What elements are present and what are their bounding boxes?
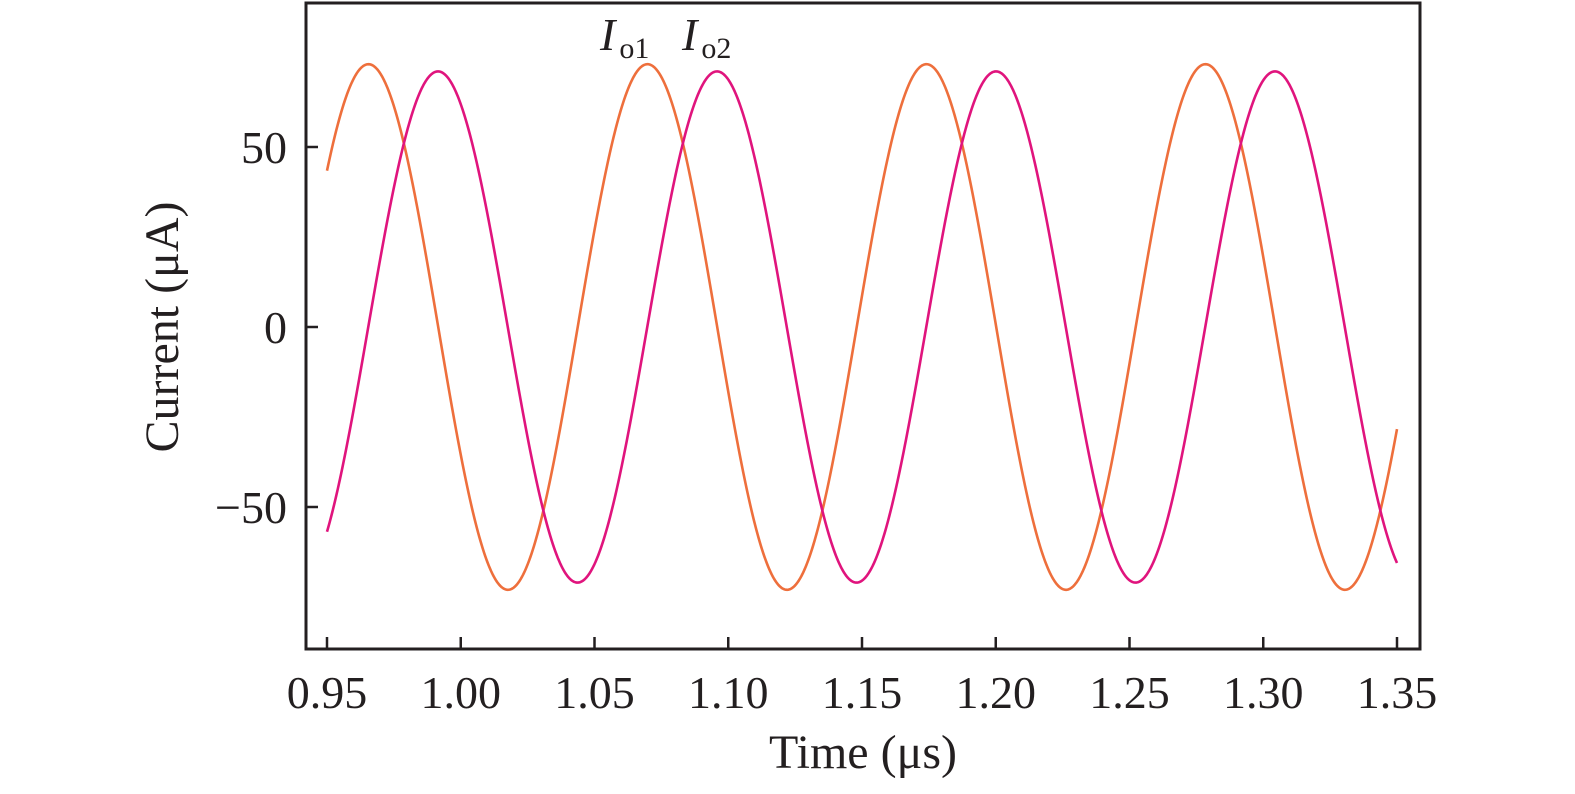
x-tick-label: 1.20 <box>956 667 1037 718</box>
x-axis-title: Time (μs) <box>769 726 957 779</box>
x-tick-label: 1.10 <box>688 667 769 718</box>
series-line-io2 <box>325 70 1399 584</box>
x-tick-label: 1.05 <box>554 667 635 718</box>
y-axis-title: Current (μA) <box>136 202 189 453</box>
y-tick-label: 50 <box>241 122 287 173</box>
x-tick-label: 1.15 <box>822 667 903 718</box>
series-line-io1 <box>325 62 1399 592</box>
x-tick-label: 1.00 <box>421 667 502 718</box>
y-tick-label: 0 <box>264 302 287 353</box>
x-tick-label: 0.95 <box>287 667 368 718</box>
x-tick-label: 1.25 <box>1089 667 1170 718</box>
x-axis-ticks: 0.95 1.00 1.05 1.10 1.15 1.20 1.25 1.30 1.35 <box>287 637 1438 718</box>
series-layer <box>325 62 1399 592</box>
y-tick-label: −50 <box>215 482 287 533</box>
x-tick-label: 1.30 <box>1223 667 1304 718</box>
y-axis-ticks: −50 0 50 <box>215 122 318 533</box>
x-tick-label: 1.35 <box>1357 667 1438 718</box>
